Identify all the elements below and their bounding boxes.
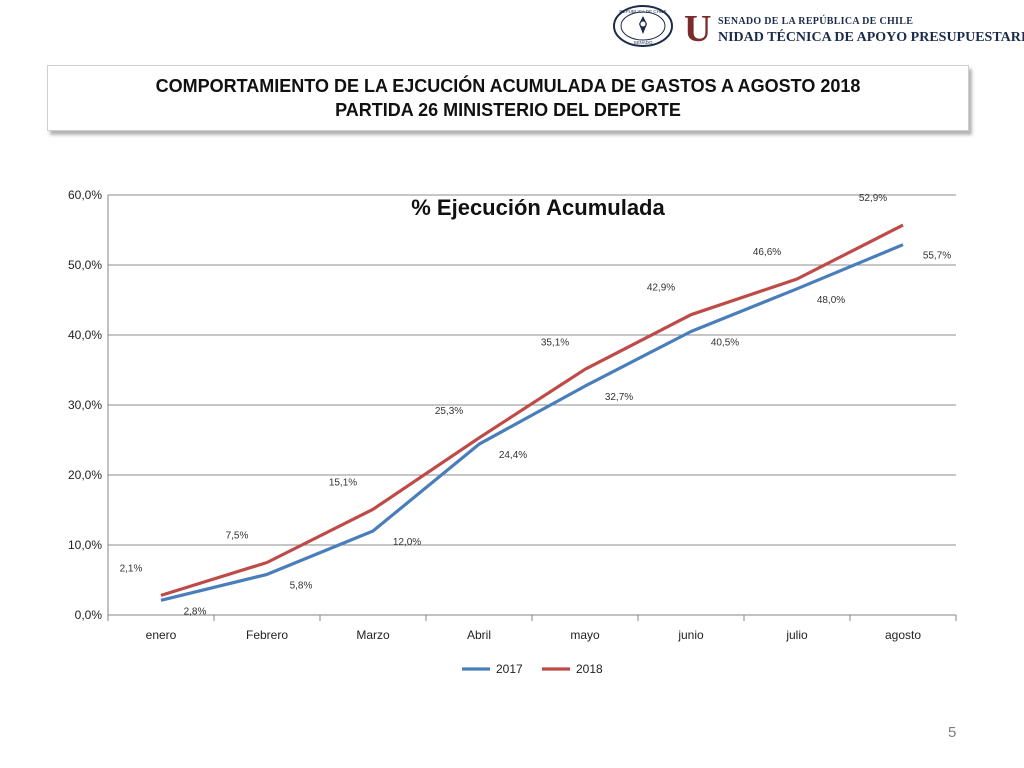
x-tick-label: enero <box>146 628 177 642</box>
series-line-2018 <box>160 223 904 597</box>
unit-line-1: SENADO DE LA REPÚBLICA DE CHILE <box>718 16 914 27</box>
data-label-2017: 48,0% <box>817 295 845 306</box>
data-label-2018: 2,1% <box>120 563 143 574</box>
x-tick-label: junio <box>677 628 704 642</box>
y-tick-label: 20,0% <box>68 468 102 482</box>
y-tick-label: 30,0% <box>68 398 102 412</box>
senate-seal-icon: REPÚBLICA DE CHILE SENADO <box>613 5 673 47</box>
x-tick-label: julio <box>785 628 808 642</box>
series-line-2017 <box>160 243 904 602</box>
data-label-2017: 40,5% <box>711 338 739 349</box>
slide-title-line-1: COMPORTAMIENTO DE LA EJCUCIÓN ACUMULADA … <box>155 76 861 96</box>
data-label-2018: 25,3% <box>435 406 463 417</box>
seal-text-bottom: SENADO <box>633 40 653 45</box>
data-label-2018: 7,5% <box>226 531 249 542</box>
unit-initial: U <box>684 8 712 50</box>
y-tick-label: 50,0% <box>68 258 102 272</box>
data-label-2018: 42,9% <box>647 283 675 294</box>
y-tick-label: 10,0% <box>68 538 102 552</box>
data-label-2017: 32,7% <box>605 392 633 403</box>
x-tick-label: agosto <box>885 628 921 642</box>
page-number: 5 <box>948 724 957 741</box>
x-tick-label: Marzo <box>356 628 390 642</box>
data-label-2017: 24,4% <box>499 450 527 461</box>
x-tick-label: mayo <box>570 628 600 642</box>
data-label-2017: 2,8% <box>184 606 207 617</box>
chart-title: % Ejecución Acumulada <box>411 195 665 220</box>
seal-text-top: REPÚBLICA DE CHILE <box>619 8 666 14</box>
y-tick-label: 40,0% <box>68 328 102 342</box>
slide-title-line-2: PARTIDA 26 MINISTERIO DEL DEPORTE <box>335 100 681 120</box>
line-chart: 0,0% 10,0% 20,0% 30,0% 40,0% 50,0% 60,0% enero F… <box>68 188 957 676</box>
y-tick-label: 60,0% <box>68 188 102 202</box>
data-label-2018: 15,1% <box>329 477 357 488</box>
data-label-2018: 52,9% <box>859 193 887 204</box>
data-label-2018: 46,6% <box>753 247 781 258</box>
chart-area: 0,0% 10,0% 20,0% 30,0% 40,0% 50,0% 60,0% enero F… <box>40 180 980 680</box>
x-tick-label: Abril <box>467 628 491 642</box>
unit-line-2: NIDAD TÉCNICA DE APOYO PRESUPUESTARIO <box>718 30 1024 45</box>
slide-title-box: COMPORTAMIENTO DE LA EJCUCIÓN ACUMULADA … <box>47 65 969 131</box>
legend-label-2017: 2017 <box>496 662 523 676</box>
data-label-2017: 5,8% <box>290 580 313 591</box>
x-tick-label: Febrero <box>246 628 288 642</box>
y-tick-label: 0,0% <box>75 608 103 622</box>
data-label-2018: 35,1% <box>541 337 569 348</box>
data-label-2017: 55,7% <box>923 251 951 262</box>
header-logo: REPÚBLICA DE CHILE SENADO U SENADO DE LA… <box>612 4 1024 52</box>
data-label-2017: 12,0% <box>393 537 421 548</box>
legend-label-2018: 2018 <box>576 662 603 676</box>
